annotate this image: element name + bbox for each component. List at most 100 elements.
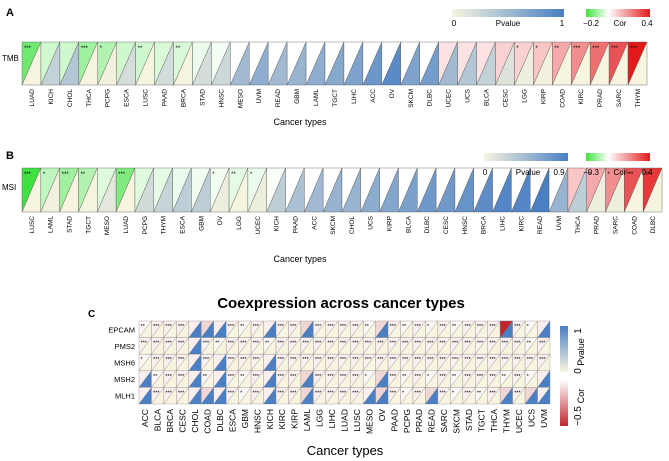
significance-label: *** xyxy=(415,357,422,363)
tick-label: READ xyxy=(427,409,437,433)
significance-label: ** xyxy=(240,374,245,380)
significance-label: ** xyxy=(141,324,146,330)
significance-label: *** xyxy=(390,357,397,363)
tick-label: UVM xyxy=(256,89,263,103)
significance-label: *** xyxy=(352,390,359,396)
significance-label: *** xyxy=(415,374,422,380)
significance-label: *** xyxy=(439,341,446,347)
significance-label: *** xyxy=(153,324,160,330)
panel-a-pvalue-legend: 0 Pvalue 1 xyxy=(452,9,565,28)
significance-label: ** xyxy=(477,390,482,396)
tick-label: ACC xyxy=(140,409,150,427)
row-label: EPCAM xyxy=(108,325,135,334)
significance-label: *** xyxy=(390,324,397,330)
significance-label: * xyxy=(427,374,430,380)
significance-label: *** xyxy=(489,374,496,380)
significance-label: *** xyxy=(489,390,496,396)
significance-label: *** xyxy=(290,374,297,380)
significance-label: *** xyxy=(377,341,384,347)
tick-label: UCS xyxy=(368,215,375,229)
significance-label: * xyxy=(535,46,538,52)
row-label: MSH2 xyxy=(114,375,135,384)
significance-label: *** xyxy=(427,357,434,363)
tick-label: PRAD xyxy=(594,216,601,234)
significance-label: *** xyxy=(228,357,235,363)
tick-label: PCPG xyxy=(402,409,412,433)
tick-label: ESCA xyxy=(124,88,131,106)
tick-label: COAD xyxy=(631,216,638,235)
tick-label: THCA xyxy=(575,215,582,233)
tick-label: ACC xyxy=(311,216,318,230)
tick-label: SARC xyxy=(439,409,449,433)
tick-label: BRCA xyxy=(481,215,488,234)
tick-label: GBM xyxy=(294,89,301,104)
panel-a-letter: A xyxy=(6,7,14,19)
significance-label: ** xyxy=(231,172,236,178)
significance-label: *** xyxy=(340,324,347,330)
significance-label: *** xyxy=(402,341,409,347)
significance-label: *** xyxy=(402,357,409,363)
significance-label: *** xyxy=(327,374,334,380)
tick-label: BLCA xyxy=(153,409,163,432)
significance-label: ** xyxy=(452,374,457,380)
significance-label: ** xyxy=(203,374,208,380)
tick-label: MESO xyxy=(104,216,111,235)
significance-label: ** xyxy=(502,374,507,380)
significance-label: *** xyxy=(477,374,484,380)
significance-label: *** xyxy=(302,341,309,347)
pvalue-max: 1 xyxy=(573,328,584,334)
tick-label: PRAD xyxy=(597,89,604,107)
significance-label: *** xyxy=(253,324,260,330)
tick-label: ACC xyxy=(370,89,377,103)
significance-label: *** xyxy=(502,341,509,347)
significance-label: *** xyxy=(340,374,347,380)
tick-label: STAD xyxy=(67,216,74,233)
significance-label: *** xyxy=(514,341,521,347)
tick-label: UVM xyxy=(556,216,563,230)
panel-c: C Coexpression across cancer types EPCAM… xyxy=(88,295,586,458)
significance-label: *** xyxy=(278,324,285,330)
tick-label: THCA xyxy=(86,88,93,106)
significance-label: *** xyxy=(611,46,619,52)
significance-label: * xyxy=(141,357,144,363)
significance-label: *** xyxy=(365,357,372,363)
cor-triangle-strong xyxy=(500,320,513,339)
tick-label: COAD xyxy=(559,89,566,108)
significance-label: *** xyxy=(315,341,322,347)
significance-label: *** xyxy=(290,357,297,363)
tick-label: OV xyxy=(377,409,387,422)
tick-label: LIHC xyxy=(351,89,358,104)
cor-colorbar xyxy=(586,153,650,161)
significance-label: *** xyxy=(452,357,459,363)
significance-label: ** xyxy=(265,341,270,347)
tick-label: DLBC xyxy=(650,216,657,234)
tick-label: THYM xyxy=(635,89,642,107)
tick-label: TGCT xyxy=(85,216,92,234)
tick-label: LUSC xyxy=(29,216,36,234)
significance-label: * xyxy=(240,390,243,396)
tick-label: KICH xyxy=(48,89,55,105)
tick-label: LUAD xyxy=(123,216,130,234)
cor-title: Cor xyxy=(614,168,627,177)
tick-label: LUAD xyxy=(340,409,350,432)
pvalue-title: Pvalue xyxy=(576,338,586,366)
tick-label: BRCA xyxy=(180,88,187,107)
tick-label: TGCT xyxy=(332,89,339,107)
significance-label: ** xyxy=(452,324,457,330)
significance-label: *** xyxy=(228,374,235,380)
tick-label: SKCM xyxy=(452,409,462,434)
significance-label: *** xyxy=(340,341,347,347)
significance-label: * xyxy=(527,324,530,330)
significance-label: *** xyxy=(390,390,397,396)
tick-label: CHOL xyxy=(349,216,356,234)
significance-label: *** xyxy=(489,341,496,347)
tick-label: HNSC xyxy=(218,89,225,108)
significance-label: *** xyxy=(327,341,334,347)
tick-label: COAD xyxy=(203,409,213,434)
significance-label: *** xyxy=(228,324,235,330)
tick-label: LUSC xyxy=(143,89,150,107)
panel-c-cor-legend: Cor −0.5 xyxy=(560,380,586,426)
significance-label: *** xyxy=(477,357,484,363)
tick-label: STAD xyxy=(464,409,474,431)
significance-label: *** xyxy=(290,324,297,330)
